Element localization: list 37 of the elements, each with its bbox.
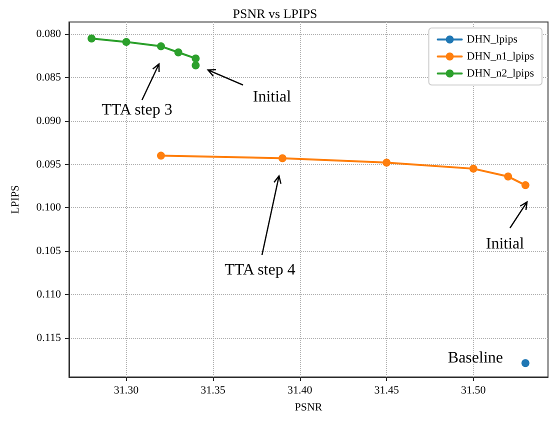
x-tick-label: 31.45	[374, 384, 400, 396]
y-tick-label: 0.095	[36, 158, 62, 170]
x-axis-title: PSNR	[294, 402, 323, 414]
annotation: Initial	[252, 88, 292, 106]
y-tick-label: 0.115	[36, 332, 62, 344]
point	[122, 38, 130, 46]
point	[278, 154, 286, 162]
x-tick-label: 31.30	[114, 384, 140, 396]
point	[88, 34, 96, 42]
legend-label: DHN_n2_lpips	[466, 68, 534, 80]
annotation: Initial	[486, 236, 525, 252]
point	[382, 158, 391, 167]
point	[521, 359, 530, 368]
point	[156, 42, 165, 50]
y-tick-label: 0.110	[36, 288, 62, 301]
x-tick-label: 31.50	[461, 384, 486, 396]
legend-label: DHN_lpips	[466, 34, 518, 46]
x-tick-label: 31.40	[287, 384, 313, 396]
y-tick-label: 0.090	[36, 114, 62, 127]
point	[504, 172, 512, 180]
y-tick-label: 0.080	[36, 28, 62, 40]
annotation: Baseline	[448, 350, 503, 367]
point	[521, 181, 530, 190]
annotation: TTA step 3	[102, 102, 172, 118]
y-tick-label: 0.105	[36, 245, 62, 258]
point	[192, 61, 200, 70]
annotation: TTA step 4	[224, 262, 296, 278]
chart-title: PSNR vs LPIPS	[232, 6, 318, 21]
point	[174, 48, 182, 56]
point	[156, 152, 165, 160]
y-tick-label: 0.100	[36, 202, 62, 214]
y-tick-label: 0.085	[36, 72, 62, 84]
y-axis-title: LPIPS	[10, 185, 22, 214]
point	[192, 54, 200, 62]
point	[469, 164, 478, 173]
legend-label: DHN_n1_lpips	[466, 50, 534, 62]
x-tick-label: 31.35	[200, 384, 226, 396]
